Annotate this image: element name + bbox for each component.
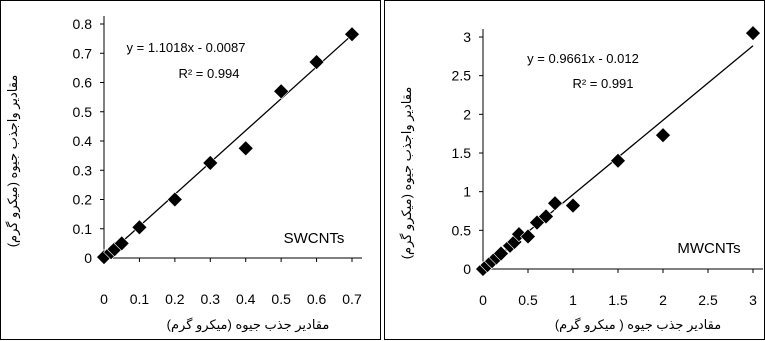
y-tick-label: 0.1 xyxy=(73,221,93,237)
y-tick-label: 0.6 xyxy=(73,75,93,91)
y-tick-label: 0.5 xyxy=(73,104,93,120)
data-point-marker xyxy=(131,219,148,236)
x-tick-label: 0.5 xyxy=(271,291,291,307)
y-tick-label: 0.5 xyxy=(452,222,472,238)
x-tick-label: 0.2 xyxy=(165,291,185,307)
x-tick-label: 0.5 xyxy=(518,292,538,308)
y-axis-label: مقادیر واجذب جیوه (میکرو گرم) xyxy=(5,75,21,248)
data-point-marker xyxy=(745,25,761,42)
data-point-marker xyxy=(655,127,671,144)
x-axis-label: مقادیر جذب جیوه (میکرو گرم) xyxy=(167,317,330,333)
x-tick-label: 1 xyxy=(569,292,577,308)
y-axis-label: مقادیر واجذب جیوه (میکرو گرم) xyxy=(399,87,415,260)
chart-panel-mwcnt: 0 0.5 1 1.5 2 2.5 3 0 0.5 1 1.5 2 2.5 3 مقادیر جذب جیو… xyxy=(384,0,765,340)
y-tick-label: 2.5 xyxy=(452,68,472,84)
x-tick-label: 0.4 xyxy=(236,291,256,307)
x-tick-label: 0 xyxy=(479,292,487,308)
x-tick-label: 2.5 xyxy=(698,292,718,308)
data-point-marker xyxy=(273,83,290,100)
trendline-equation: y = 0.9661x - 0.012 xyxy=(527,51,639,66)
data-point-marker xyxy=(538,208,554,225)
x-tick-label: 0.1 xyxy=(130,291,150,307)
data-point-marker xyxy=(308,54,325,70)
data-point-marker xyxy=(493,245,509,262)
y-tick-label: 1.5 xyxy=(452,145,472,161)
data-point-marker xyxy=(202,155,219,171)
data-point-marker xyxy=(565,197,581,214)
x-tick-label: 0.3 xyxy=(201,291,221,307)
trendline xyxy=(103,34,353,259)
y-tick-label: 0.7 xyxy=(73,45,93,61)
x-axis-label: مقادیر جذب جیوه ( میکرو گرم) xyxy=(555,317,721,333)
y-tick-label: 0.8 xyxy=(73,16,93,32)
r-squared-label: R² = 0.994 xyxy=(178,66,239,81)
y-tick-label: 0 xyxy=(84,250,92,266)
data-point-marker xyxy=(520,228,536,245)
series-label: MWCNTs xyxy=(677,240,740,257)
x-tick-label: 1.5 xyxy=(608,292,628,308)
y-tick-label: 1 xyxy=(463,184,471,200)
chart-panel-swcnt: 0 0.1 0.2 0.3 0.4 0.5 0.6 0.7 0.8 0 0.1 0.2 0.3 0.4 0.… xyxy=(0,0,381,340)
y-tick-label: 2 xyxy=(463,106,471,122)
x-tick-label: 0.6 xyxy=(307,291,327,307)
y-tick-label: 0.2 xyxy=(73,192,93,208)
series-label: SWCNTs xyxy=(284,230,345,247)
r-squared-label: R² = 0.991 xyxy=(572,76,633,91)
data-point-marker xyxy=(344,26,360,43)
x-tick-label: 0 xyxy=(100,291,108,307)
data-point-marker xyxy=(610,152,626,169)
data-point-marker xyxy=(166,191,183,208)
y-tick-label: 0.4 xyxy=(73,133,93,149)
y-tick-label: 3 xyxy=(463,29,471,45)
y-tick-label: 0 xyxy=(463,261,471,277)
trendline-equation: y = 1.1018x - 0.0087 xyxy=(127,40,246,55)
x-tick-label: 3 xyxy=(749,292,757,308)
data-point-marker xyxy=(237,140,254,157)
data-point-marker xyxy=(113,235,130,252)
scatter-chart-mwcnt: 0 0.5 1 1.5 2 2.5 3 0 0.5 1 1.5 2 2.5 3 مقادیر جذب جیو… xyxy=(399,25,763,333)
scatter-chart-swcnt: 0 0.1 0.2 0.3 0.4 0.5 0.6 0.7 0.8 0 0.1 0.2 0.3 0.4 0.… xyxy=(5,16,362,333)
data-point-marker xyxy=(547,195,563,212)
y-tick-label: 0.3 xyxy=(73,162,93,178)
x-tick-label: 2 xyxy=(659,292,667,308)
x-tick-label: 0.7 xyxy=(342,291,362,307)
